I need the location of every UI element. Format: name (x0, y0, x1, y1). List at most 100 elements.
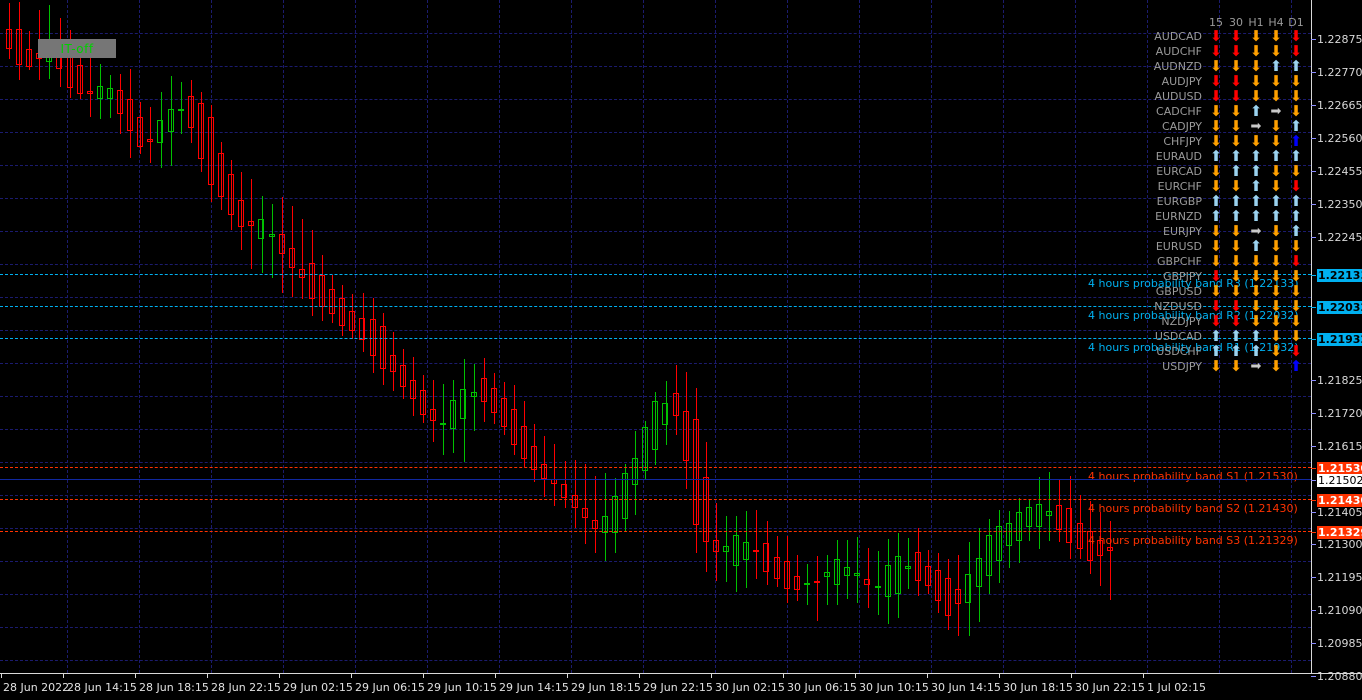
dashboard-signal-cell: ⬆ (1206, 344, 1226, 359)
chart-plot-area[interactable]: 4 hours probability band R3 (1.22133) 4 h… (0, 0, 1311, 673)
price-axis-label: 1.21195 (1317, 571, 1362, 584)
candle-wick (827, 554, 828, 606)
probability-band-label: 4 hours probability band S2 (1.21430) (1088, 502, 1298, 515)
dashboard-row[interactable]: AUDCAD ⬇ ⬇ ⬇ ⬇ ⬇ (1136, 29, 1306, 44)
candle-body (885, 564, 892, 598)
candle-wick (302, 219, 303, 300)
candle-wick (878, 550, 879, 615)
dashboard-row[interactable]: USDCHF ⬆ ⬆ ⬆ ⬇ ⬇ (1136, 344, 1306, 359)
dashboard-signal-cell: ⬇ (1286, 299, 1306, 314)
arrow-down-icon: ⬇ (1209, 162, 1223, 180)
price-axis-label: 1.22245 (1317, 231, 1362, 244)
candle-body (763, 543, 770, 572)
arrow-down-icon: ⬇ (1289, 237, 1303, 255)
arrow-up-icon: ⬆ (1229, 342, 1243, 360)
price-axis-tick (1311, 532, 1316, 533)
dashboard-row[interactable]: USDCAD ⬆ ⬆ ⬆ ⬇ ⬇ (1136, 329, 1306, 344)
candle-wick (958, 555, 959, 637)
price-axis-tick (1311, 446, 1316, 447)
dashboard-row[interactable]: GBPUSD ⬇ ⬇ ⬇ ⬇ ⬇ (1136, 284, 1306, 299)
candle-body (511, 409, 518, 445)
arrow-down-icon: ⬇ (1269, 282, 1283, 300)
dashboard-row[interactable]: AUDUSD ⬇ ⬇ ⬇ ⬇ ⬇ (1136, 89, 1306, 104)
candle-body (501, 397, 508, 427)
time-axis-labels[interactable]: 28 Jun 2022 28 Jun 14:15 28 Jun 18:15 28 Ju… (0, 676, 1362, 700)
candle-wick (140, 102, 141, 154)
probability-band-line (0, 499, 1311, 500)
candle-wick (130, 69, 131, 159)
dashboard-signal-cell: ⬇ (1206, 89, 1226, 104)
dashboard-row[interactable]: AUDNZD ⬇ ⬇ ⬇ ⬆ ⬆ (1136, 59, 1306, 74)
vertical-gridline (1147, 0, 1148, 673)
dashboard-signal-cell: ⬇ (1266, 119, 1286, 134)
dashboard-row[interactable]: CADCHF ⬇ ⬇ ⬆ ➡ ⬇ (1136, 104, 1306, 119)
dashboard-pair-label: USDCHF (1156, 345, 1202, 358)
dashboard-row[interactable]: EURCAD ⬇ ⬆ ⬆ ⬇ ⬇ (1136, 164, 1306, 179)
price-axis-labels[interactable]: 1.22875 1.22770 1.22665 1.22560 1.22455 1.223… (1317, 0, 1362, 683)
dashboard-row[interactable]: GBPJPY ⬇ ⬇ ⬇ ⬇ ⬇ (1136, 269, 1306, 284)
horizontal-gridline (0, 627, 1311, 628)
dashboard-pair-label: EURJPY (1163, 225, 1202, 238)
candle-wick (726, 515, 727, 583)
arrow-up-strong-icon: ⬆ (1289, 357, 1303, 375)
candle-wick (544, 436, 545, 497)
horizontal-gridline (0, 594, 1311, 595)
dashboard-signal-cell: ⬇ (1206, 179, 1226, 194)
price-axis-label: 1.22665 (1317, 99, 1362, 112)
candle-body (592, 520, 599, 529)
time-axis-tick (1071, 673, 1072, 678)
candle-wick (150, 107, 151, 163)
candle-wick (413, 357, 414, 416)
price-axis-label: 1.20985 (1317, 637, 1362, 650)
candle-wick (403, 348, 404, 400)
dashboard-row[interactable]: EURUSD ⬇ ⬇ ⬆ ⬇ ⬇ (1136, 239, 1306, 254)
candle-body (178, 108, 185, 111)
candle-wick (736, 516, 737, 592)
candle-wick (625, 464, 626, 533)
dashboard-signal-cell: ⬇ (1226, 29, 1246, 44)
dashboard-row[interactable]: CADJPY ⬇ ⬇ ➡ ⬇ ⬆ (1136, 119, 1306, 134)
candle-body (723, 545, 730, 553)
dashboard-signal-cell: ⬇ (1206, 254, 1226, 269)
candle-wick (322, 254, 323, 322)
dashboard-signal-cell: ⬇ (1266, 29, 1286, 44)
dashboard-row[interactable]: CHFJPY ⬇ ⬇ ⬇ ⬇ ⬆ (1136, 134, 1306, 149)
candle-wick (393, 331, 394, 392)
dashboard-row[interactable]: EURAUD ⬆ ⬆ ⬆ ⬆ ⬆ (1136, 149, 1306, 164)
dashboard-row[interactable]: NZDJPY ⬇ ⬇ ⬇ ⬇ ⬇ (1136, 314, 1306, 329)
it-off-badge[interactable]: IT-off (38, 39, 116, 58)
arrow-down-strong-icon: ⬇ (1229, 312, 1243, 330)
dashboard-signal-cell: ⬇ (1206, 104, 1226, 119)
candle-body (380, 326, 387, 369)
dashboard-row[interactable]: GBPCHF ⬇ ⬇ ⬇ ⬇ ⬇ (1136, 254, 1306, 269)
candle-body (1006, 522, 1013, 546)
candle-wick (969, 542, 970, 636)
candle-wick (787, 536, 788, 604)
candle-wick (605, 473, 606, 562)
dashboard-signal-cell: ⬇ (1206, 74, 1226, 89)
arrow-down-icon: ⬇ (1249, 57, 1263, 75)
dashboard-row[interactable]: EURGBP ⬆ ⬆ ⬆ ⬆ ⬆ (1136, 194, 1306, 209)
candle-wick (464, 359, 465, 463)
dashboard-signal-cell: ➡ (1266, 105, 1286, 118)
dashboard-row[interactable]: AUDJPY ⬇ ⬇ ⬇ ⬇ ⬇ (1136, 74, 1306, 89)
dashboard-row[interactable]: EURJPY ⬇ ⬇ ➡ ⬇ ⬆ (1136, 224, 1306, 239)
candle-wick (251, 178, 252, 269)
candle-wick (666, 381, 667, 446)
candle-body (319, 274, 326, 307)
arrow-down-icon: ⬇ (1269, 222, 1283, 240)
dashboard-signal-cell: ⬇ (1286, 164, 1306, 179)
probability-band-line (0, 338, 1311, 339)
dashboard-row[interactable]: NZDUSD ⬇ ⬇ ⬇ ⬇ ⬇ (1136, 299, 1306, 314)
arrow-down-strong-icon: ⬇ (1209, 42, 1223, 60)
candle-body (784, 560, 791, 590)
arrow-down-icon: ⬇ (1229, 237, 1243, 255)
dashboard-row[interactable]: EURCHF ⬇ ⬇ ⬆ ⬇ ⬇ (1136, 179, 1306, 194)
candle-wick (615, 478, 616, 553)
dashboard-row[interactable]: USDJPY ⬇ ⬇ ➡ ⬇ ⬆ (1136, 359, 1306, 374)
candle-wick (928, 549, 929, 595)
dashboard-signal-cell: ⬆ (1286, 149, 1306, 164)
dashboard-row[interactable]: EURNZD ⬆ ⬆ ⬆ ⬆ ⬆ (1136, 209, 1306, 224)
dashboard-row[interactable]: AUDCHF ⬇ ⬇ ⬇ ⬇ ⬇ (1136, 44, 1306, 59)
